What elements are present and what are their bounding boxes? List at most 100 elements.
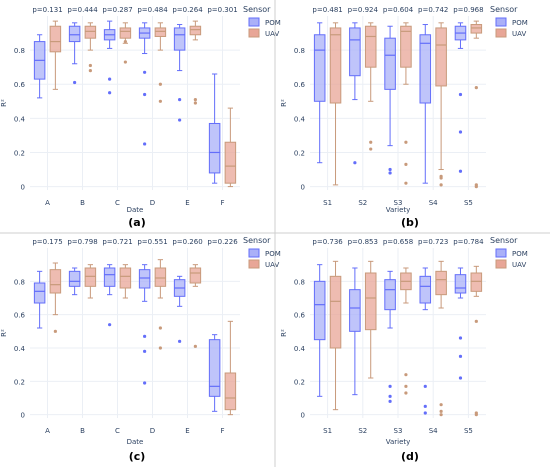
- x-tick-label: S5: [464, 427, 473, 435]
- box-iqr: [313, 280, 326, 341]
- p-value-label: p=0.721: [102, 238, 132, 246]
- x-tick-label: S2: [358, 427, 367, 435]
- outlier-point: [178, 118, 182, 122]
- panel-d: 0 0.2 0.4 0.6 0.8 S1 S2 S3 S4 S5 R² Variety p=0.736 p…: [280, 236, 528, 463]
- outlier-point: [474, 184, 478, 189]
- box-iqr: [154, 27, 167, 37]
- outlier-point: [369, 147, 373, 151]
- y-tick-label: 0.4: [294, 345, 306, 353]
- box-iqr: [454, 274, 467, 294]
- box-uav: [189, 20, 202, 105]
- outlier-point: [439, 413, 443, 417]
- box-pom: [419, 24, 432, 184]
- box-uav: [364, 22, 377, 151]
- x-tick-label: S1: [323, 427, 332, 435]
- x-tick-label: S4: [429, 427, 438, 435]
- box-iqr: [154, 267, 167, 287]
- box-uav: [154, 259, 167, 350]
- legend-title: Sensor: [243, 236, 271, 245]
- outlier-point: [458, 169, 463, 173]
- outlier-point: [404, 162, 408, 167]
- y-tick-label: 0.8: [14, 47, 25, 55]
- box-iqr: [103, 267, 116, 287]
- box-pom: [349, 267, 361, 396]
- outlier-point: [158, 346, 162, 350]
- p-value-label: p=0.736: [312, 238, 343, 246]
- outlier-point: [143, 70, 147, 74]
- box-uav: [84, 22, 97, 73]
- x-tick-label: D: [150, 199, 155, 207]
- x-tick-label: F: [220, 199, 224, 207]
- p-value-label: p=0.175: [32, 238, 62, 246]
- p-value-label: p=0.551: [137, 238, 167, 246]
- box-iqr: [470, 272, 483, 292]
- outlier-point: [404, 373, 408, 377]
- legend: Sensor POM UAV: [243, 236, 281, 269]
- box-pom: [208, 334, 221, 412]
- x-tick-label: S3: [394, 427, 403, 435]
- p-value-label: p=0.264: [172, 6, 203, 14]
- box-pom: [349, 22, 361, 165]
- box-iqr: [470, 24, 483, 34]
- y-tick-label: 0.6: [14, 312, 26, 320]
- box-pom: [173, 24, 186, 122]
- outlier-point: [474, 86, 478, 90]
- x-tick-label: A: [45, 199, 50, 207]
- box-iqr: [208, 122, 221, 174]
- box-pom: [384, 270, 396, 403]
- legend-title: Sensor: [490, 236, 518, 245]
- box-iqr: [384, 279, 396, 311]
- outlier-point: [458, 354, 463, 358]
- x-tick-label: E: [185, 427, 189, 435]
- box-iqr: [173, 27, 186, 51]
- legend-entry-uav: UAV: [265, 261, 279, 269]
- y-tick-label: 0.2: [294, 149, 305, 157]
- outlier-point: [353, 161, 357, 165]
- outlier-point: [369, 140, 373, 144]
- panel-label: (a): [128, 216, 145, 229]
- box-iqr: [68, 25, 81, 43]
- box-pom: [33, 270, 46, 329]
- outlier-point: [423, 384, 427, 388]
- x-tick-label: S1: [323, 199, 332, 207]
- outlier-point: [73, 80, 77, 85]
- box-iqr: [329, 275, 342, 349]
- outlier-point: [474, 319, 478, 323]
- y-tick-label: 0.6: [294, 81, 306, 89]
- box-pom: [384, 25, 396, 175]
- legend-swatch-pom: [248, 248, 260, 258]
- p-value-label: p=0.287: [102, 6, 132, 14]
- p-value-label: p=0.481: [312, 6, 342, 14]
- outlier-point: [423, 411, 427, 415]
- box-pom: [313, 264, 326, 397]
- box-iqr: [419, 275, 432, 304]
- outlier-point: [458, 336, 463, 340]
- box-uav: [119, 22, 132, 64]
- y-tick-label: 0.2: [14, 378, 25, 386]
- legend-entry-pom: POM: [265, 19, 281, 27]
- legend-swatch-uav: [248, 259, 260, 269]
- p-value-label: p=0.968: [453, 6, 483, 14]
- box-uav: [400, 267, 412, 395]
- y-tick-label: 0.6: [294, 312, 306, 320]
- y-tick-label: 0.2: [14, 149, 25, 157]
- box-uav: [435, 260, 447, 417]
- outlier-point: [423, 404, 427, 408]
- box-iqr: [84, 25, 97, 39]
- legend-entry-pom: POM: [265, 250, 281, 258]
- outlier-point: [439, 409, 443, 413]
- box-uav: [435, 22, 447, 187]
- p-value-label: p=0.784: [453, 238, 484, 246]
- box-pom: [173, 275, 186, 343]
- outlier-point: [474, 413, 478, 417]
- y-axis-label: R²: [280, 99, 288, 107]
- box-iqr: [119, 27, 132, 39]
- outlier-point: [404, 181, 408, 185]
- box-pom: [103, 264, 116, 327]
- p-value-label: p=0.301: [207, 6, 237, 14]
- outlier-point: [158, 326, 162, 330]
- legend-entry-pom: POM: [512, 19, 528, 27]
- legend: Sensor POM UAV: [490, 236, 528, 269]
- legend-swatch-uav: [495, 28, 507, 38]
- box-uav: [400, 22, 412, 185]
